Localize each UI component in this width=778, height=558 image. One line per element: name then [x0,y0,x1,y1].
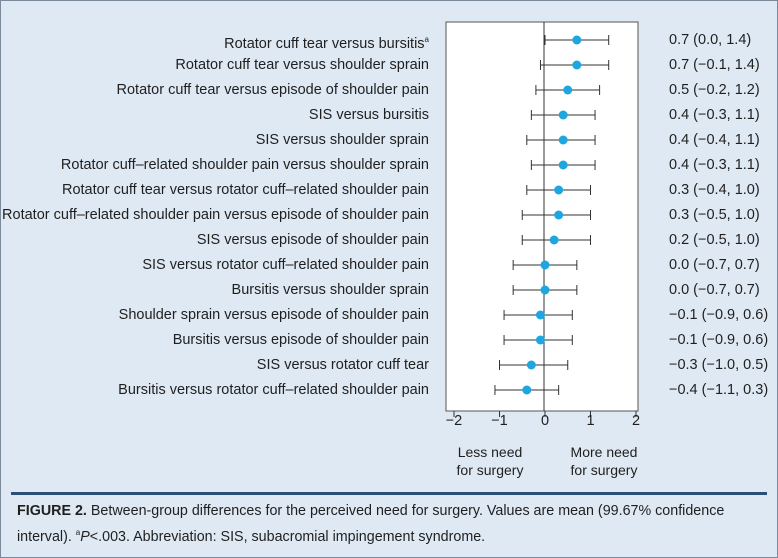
ci-value: −0.4 (−1.1, 0.3) [669,382,769,398]
mean-point [526,360,536,370]
forest-row [512,260,578,270]
mean-point [572,35,582,45]
ci-value: 0.4 (−0.3, 1.1) [669,157,760,173]
mean-point [540,260,550,270]
mean-point [554,210,564,220]
forest-row [494,385,560,395]
x-tick-label: 1 [586,413,595,429]
ci-value: 0.7 (−0.1, 1.4) [669,57,760,73]
ci-value: 0.3 (−0.5, 1.0) [669,207,760,223]
row-label: Rotator cuff–related shoulder pain versu… [61,156,429,174]
row-label: Rotator cuff tear versus rotator cuff–re… [62,181,429,199]
mean-point [554,185,564,195]
ci-value: 0.0 (−0.7, 0.7) [669,257,760,273]
mean-point [558,135,568,145]
forest-plot [445,21,639,417]
mean-point [558,110,568,120]
mean-point [522,385,532,395]
forest-row [512,285,578,295]
forest-row [530,160,596,170]
row-label-text: Rotator cuff tear versus bursitis [224,35,425,52]
row-label: Rotator cuff–related shoulder pain versu… [2,206,429,224]
forest-row [503,310,573,320]
ci-value: 0.5 (−0.2, 1.2) [669,82,760,98]
figure-label: FIGURE 2. [17,503,87,519]
row-label-text: Bursitis versus shoulder sprain [231,282,429,298]
more-need-line-1: More need [570,444,638,460]
row-label-text: Rotator cuff tear versus shoulder sprain [175,57,429,73]
more-need-label: More need for surgery [549,443,659,479]
row-label-text: SIS versus episode of shoulder pain [196,232,429,248]
row-label: SIS versus rotator cuff–related shoulder… [142,256,429,274]
figure-caption: FIGURE 2. Between-group differences for … [17,501,762,548]
mean-point [535,310,545,320]
forest-row [544,35,610,45]
forest-row [521,210,591,220]
row-label: SIS versus shoulder sprain [256,131,429,149]
ci-value: −0.1 (−0.9, 0.6) [669,332,769,348]
row-label: Rotator cuff tear versus shoulder sprain [175,56,429,74]
row-label-text: Rotator cuff–related shoulder pain versu… [60,157,429,173]
less-need-line-2: for surgery [456,462,524,478]
row-label-text: SIS versus rotator cuff tear [256,357,429,373]
row-label-text: SIS versus shoulder sprain [255,132,429,148]
caption-text: Between-group differences for the percei… [17,503,725,545]
row-label: SIS versus rotator cuff tear [257,356,429,374]
x-tick-label: 2 [631,413,641,429]
forest-rows [494,35,610,395]
mean-point [535,335,545,345]
row-label-text: Bursitis versus episode of shoulder pain [172,332,429,348]
ci-value: 0.2 (−0.5, 1.0) [669,232,760,248]
caption-footnote-text: <.003. Abbreviation: SIS, subacromial im… [89,528,486,545]
row-label: SIS versus bursitis [309,106,429,124]
x-tick-label: −1 [491,413,508,429]
x-axis-ticks [453,411,637,417]
row-label-text: SIS versus rotator cuff–related shoulder… [142,257,429,273]
row-label-text: Rotator cuff tear versus episode of shou… [116,82,429,98]
row-label-text: SIS versus bursitis [308,107,429,123]
caption-divider [11,492,767,495]
x-tick-label: 0 [540,413,550,429]
plot-panel [445,21,639,412]
row-label: Bursitis versus episode of shoulder pain [173,331,429,349]
row-label: SIS versus episode of shoulder pain [197,231,429,249]
forest-row [521,235,591,245]
ci-value: 0.7 (0.0, 1.4) [669,32,752,48]
row-label: Rotator cuff tear versus bursitisa [224,31,429,53]
caption-footnote-mark: a [75,528,81,537]
ci-value: 0.3 (−0.4, 1.0) [669,182,760,198]
ci-value: −0.3 (−1.0, 0.5) [669,357,769,373]
forest-row [526,185,591,195]
row-label: Bursitis versus rotator cuff–related sho… [118,381,429,399]
less-need-label: Less need for surgery [435,443,545,479]
row-label-text: Rotator cuff–related shoulder pain versu… [2,207,429,223]
row-label-text: Shoulder sprain versus episode of should… [118,307,429,323]
row-label: Bursitis versus shoulder sprain [232,281,429,299]
mean-point [563,85,573,95]
forest-row [530,110,596,120]
caption-footnote-p: P [80,528,90,545]
mean-point [572,60,582,70]
forest-row [499,360,569,370]
forest-row [539,60,610,70]
less-need-line-1: Less need [457,444,523,460]
ci-value: −0.1 (−0.9, 0.6) [669,307,769,323]
row-label-superscript: a [424,35,429,44]
ci-value: 0.0 (−0.7, 0.7) [669,282,760,298]
ci-value: 0.4 (−0.4, 1.1) [669,132,760,148]
row-label-text: Bursitis versus rotator cuff–related sho… [118,382,429,398]
row-label-text: Rotator cuff tear versus rotator cuff–re… [61,182,429,198]
mean-point [549,235,559,245]
ci-value: 0.4 (−0.3, 1.1) [669,107,760,123]
mean-point [558,160,568,170]
forest-row [503,335,573,345]
forest-row [526,135,596,145]
forest-row [535,85,601,95]
mean-point [540,285,550,295]
row-label: Shoulder sprain versus episode of should… [119,306,429,324]
more-need-line-2: for surgery [570,462,638,478]
row-label: Rotator cuff tear versus episode of shou… [117,81,429,99]
x-tick-label: −2 [445,413,463,429]
